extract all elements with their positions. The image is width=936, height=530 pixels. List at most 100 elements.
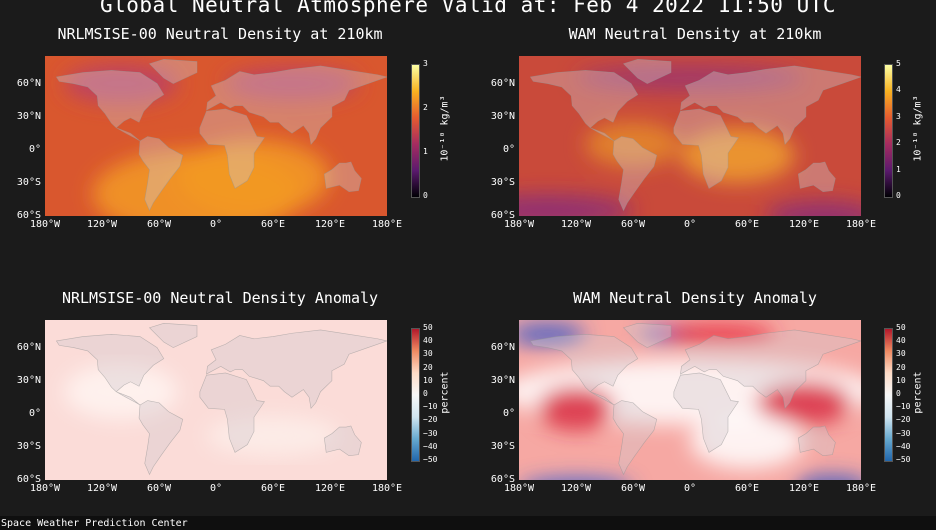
colorbar-tick-label: −50: [423, 455, 437, 464]
lat-tick-label: 30°S: [7, 441, 41, 452]
colorbar-tick-label: 50: [423, 323, 433, 332]
lat-tick-label: 0°: [7, 408, 41, 419]
colorbar-tick-label: 0: [896, 389, 901, 398]
lon-tick-label: 60°E: [722, 483, 772, 494]
lat-tick-label: 60°N: [7, 342, 41, 353]
colorbar-tick-label: −20: [896, 415, 910, 424]
panel-title: NRLMSISE-00 Neutral Density Anomaly: [20, 289, 420, 307]
colorbar-tick-label: −30: [423, 429, 437, 438]
lon-tick-label: 120°E: [779, 219, 829, 230]
colorbar-label: percent: [913, 348, 924, 438]
lat-tick-label: 60°N: [7, 78, 41, 89]
lon-tick-label: 0°: [191, 483, 241, 494]
colorbar-tick-label: 1: [423, 147, 428, 156]
colorbar-tick-label: 30: [896, 349, 906, 358]
lon-tick-label: 120°W: [77, 219, 127, 230]
colorbar-tick-label: 30: [423, 349, 433, 358]
lon-tick-label: 60°W: [608, 483, 658, 494]
colorbar-tick-label: 0: [423, 191, 428, 200]
colorbar-tick-label: −40: [896, 442, 910, 451]
lat-tick-label: 0°: [7, 144, 41, 155]
colorbar-tick-label: 3: [423, 59, 428, 68]
density-map: [519, 320, 861, 480]
colorbar-tick-label: 0: [423, 389, 428, 398]
colorbar-tick-label: 5: [896, 59, 901, 68]
lon-tick-label: 0°: [191, 219, 241, 230]
lon-tick-label: 120°E: [305, 483, 355, 494]
lon-tick-label: 120°W: [551, 483, 601, 494]
colorbar-tick-label: 2: [423, 103, 428, 112]
lon-tick-label: 120°E: [305, 219, 355, 230]
density-map: [45, 320, 387, 480]
density-map: [45, 56, 387, 216]
lon-tick-label: 120°W: [77, 483, 127, 494]
colorbar-tick-label: −20: [423, 415, 437, 424]
map-svg: [45, 56, 387, 216]
colorbar-tick-label: −40: [423, 442, 437, 451]
colorbar: [411, 328, 420, 462]
lon-tick-label: 120°E: [779, 483, 829, 494]
map-svg: [45, 320, 387, 480]
colorbar-tick-label: −50: [896, 455, 910, 464]
lat-tick-label: 30°S: [7, 177, 41, 188]
colorbar-tick-label: 0: [896, 191, 901, 200]
lon-tick-label: 60°W: [134, 219, 184, 230]
lon-tick-label: 120°W: [551, 219, 601, 230]
colorbar-tick-label: 2: [896, 138, 901, 147]
lat-tick-label: 0°: [481, 144, 515, 155]
lon-tick-label: 180°E: [362, 483, 412, 494]
lon-tick-label: 60°E: [248, 483, 298, 494]
colorbar-label: 10⁻¹⁰ kg/m³: [913, 84, 924, 174]
panel-title: WAM Neutral Density Anomaly: [495, 289, 895, 307]
colorbar-label: 10⁻¹⁰ kg/m³: [440, 84, 451, 174]
lat-tick-label: 30°N: [7, 111, 41, 122]
density-map: [519, 56, 861, 216]
colorbar-tick-label: 3: [896, 112, 901, 121]
colorbar: [884, 64, 893, 198]
lat-tick-label: 0°: [481, 408, 515, 419]
colorbar: [411, 64, 420, 198]
panel-title: NRLMSISE-00 Neutral Density at 210km: [20, 25, 420, 43]
lon-tick-label: 60°E: [722, 219, 772, 230]
lon-tick-label: 180°W: [20, 483, 70, 494]
colorbar-tick-label: 1: [896, 165, 901, 174]
colorbar-tick-label: 20: [896, 363, 906, 372]
colorbar-tick-label: 10: [896, 376, 906, 385]
field-blob: [207, 416, 340, 456]
colorbar: [884, 328, 893, 462]
colorbar-tick-label: −30: [896, 429, 910, 438]
lon-tick-label: 60°E: [248, 219, 298, 230]
field-blob: [538, 386, 614, 430]
lon-tick-label: 60°W: [134, 483, 184, 494]
lon-tick-label: 180°W: [494, 219, 544, 230]
lon-tick-label: 180°E: [836, 483, 886, 494]
lat-tick-label: 30°S: [481, 441, 515, 452]
lon-tick-label: 60°W: [608, 219, 658, 230]
map-svg: [519, 56, 861, 216]
lon-tick-label: 180°E: [362, 219, 412, 230]
lat-tick-label: 60°N: [481, 78, 515, 89]
lon-tick-label: 0°: [665, 483, 715, 494]
footer-credit: Space Weather Prediction Center: [1, 518, 188, 529]
lon-tick-label: 0°: [665, 219, 715, 230]
colorbar-tick-label: 40: [423, 336, 433, 345]
lat-tick-label: 30°N: [481, 375, 515, 386]
colorbar-tick-label: −10: [423, 402, 437, 411]
lon-tick-label: 180°E: [836, 219, 886, 230]
colorbar-tick-label: 40: [896, 336, 906, 345]
colorbar-label: percent: [440, 348, 451, 438]
lon-tick-label: 180°W: [20, 219, 70, 230]
map-svg: [519, 320, 861, 480]
colorbar-tick-label: 20: [423, 363, 433, 372]
colorbar-tick-label: 4: [896, 85, 901, 94]
lat-tick-label: 30°S: [481, 177, 515, 188]
lat-tick-label: 60°N: [481, 342, 515, 353]
panel-title: WAM Neutral Density at 210km: [495, 25, 895, 43]
colorbar-tick-label: 10: [423, 376, 433, 385]
lat-tick-label: 30°N: [7, 375, 41, 386]
colorbar-tick-label: −10: [896, 402, 910, 411]
lat-tick-label: 30°N: [481, 111, 515, 122]
main-title: Global Neutral Atmosphere Valid at: Feb …: [0, 0, 936, 17]
colorbar-tick-label: 50: [896, 323, 906, 332]
lon-tick-label: 180°W: [494, 483, 544, 494]
